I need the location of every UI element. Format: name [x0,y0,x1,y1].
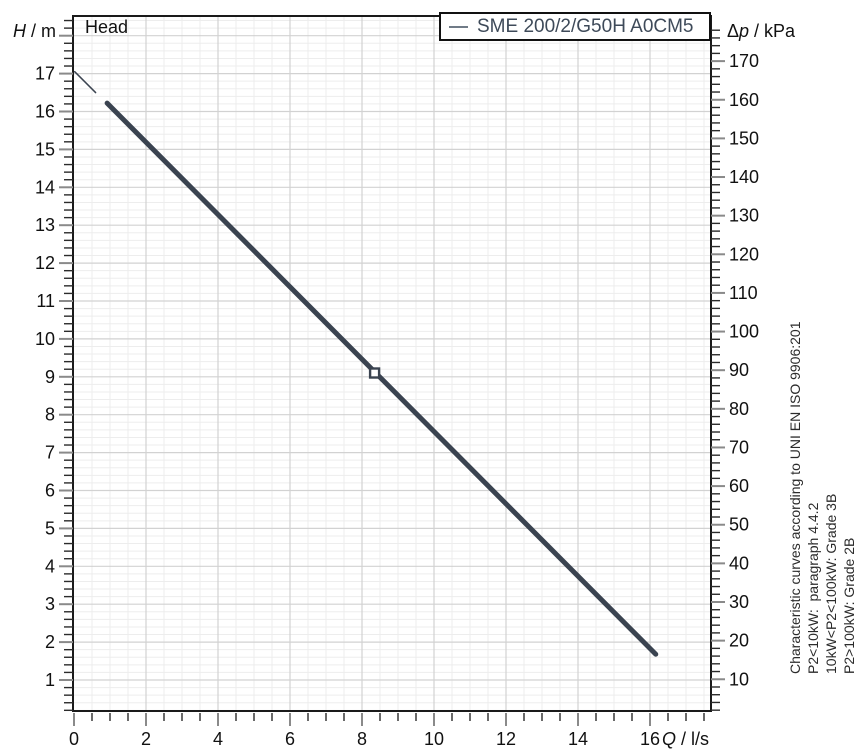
x-tick-label: 6 [285,729,295,749]
y-left-tick-label: 7 [45,443,55,463]
y-right-tick-label: 80 [729,399,749,419]
y-left-tick-label: 12 [35,253,55,273]
x-axis-title: Q / l/s [662,729,709,750]
y-axis-variable: H [13,21,26,41]
iso-note-line-4: P2>100kW: Grade 2B [841,537,857,674]
pressure-variable: p [739,21,750,41]
legend-box: SME 200/2/G50H A0CM5 [439,12,711,41]
iso-standard-note: Characteristic curves according to UNI E… [786,274,858,675]
iso-note-line-2: P2<10kW: paragraph 4.4.2 [805,502,821,674]
y-left-tick-label: 5 [45,518,55,538]
y-right-tick-label: 40 [729,553,749,573]
y-axis-title-right: Δp / kPa [727,21,795,42]
y-right-tick-label: 50 [729,515,749,535]
x-tick-label: 12 [496,729,516,749]
x-tick-label: 14 [568,729,588,749]
x-tick-label: 10 [424,729,444,749]
pump-curve-thin [73,70,97,94]
iso-note-line-3: 10kW<P2<100kW: Grade 3B [823,493,839,674]
legend-series-label: SME 200/2/G50H A0CM5 [477,15,694,37]
y-left-tick-label: 9 [45,367,55,387]
y-right-tick-label: 90 [729,360,749,380]
y-left-tick-label: 6 [45,481,55,501]
y-left-tick-label: 14 [35,177,55,197]
y-right-tick-label: 140 [729,167,759,187]
y-right-tick-label: 130 [729,206,759,226]
chart-title-annotation: Head [85,17,129,37]
y-left-tick-label: 4 [45,556,55,576]
y-left-tick-label: 17 [35,64,55,84]
y-left-tick-label: 11 [36,291,55,311]
y-left-tick-label: 16 [35,102,55,122]
y-right-tick-label: 20 [729,631,749,651]
y-right-tick-label: 60 [729,476,749,496]
plot-border [72,15,712,712]
y-left-tick-label: 8 [45,405,55,425]
y-left-tick-label: 10 [35,329,55,349]
pump-curve-thick [104,100,659,657]
y-left-tick-label: 2 [45,632,55,652]
y-right-tick-label: 10 [729,669,749,689]
y-right-tick-label: 100 [729,322,759,342]
duty-point-marker [368,367,381,379]
y-left-tick-label: 3 [45,594,55,614]
x-tick-label: 16 [640,729,660,749]
y-axis-title-left: H / m [13,21,56,42]
flow-unit: / l/s [676,729,710,749]
y-right-tick-label: 160 [729,90,759,110]
x-tick-label: 8 [357,729,367,749]
y-right-tick-label: 150 [729,128,759,148]
y-right-tick-label: 70 [729,437,749,457]
y-axis-unit: / m [26,21,56,41]
x-tick-label: 0 [69,729,79,749]
iso-note-line-1: Characteristic curves according to UNI E… [787,321,803,675]
legend-line-sample-icon [449,25,468,28]
x-tick-label: 4 [213,729,223,749]
flow-variable: Q [662,729,677,749]
delta-symbol: Δ [727,21,740,41]
y-left-tick-label: 1 [45,670,55,690]
y-right-tick-label: 30 [729,592,749,612]
y-right-tick-label: 170 [729,51,759,71]
y-right-tick-label: 110 [729,283,758,303]
y-right-tick-label: 120 [729,244,759,264]
pressure-unit: / kPa [749,21,796,41]
y-left-tick-label: 15 [35,139,55,159]
y-left-tick-label: 13 [35,215,55,235]
x-tick-label: 2 [141,729,151,749]
